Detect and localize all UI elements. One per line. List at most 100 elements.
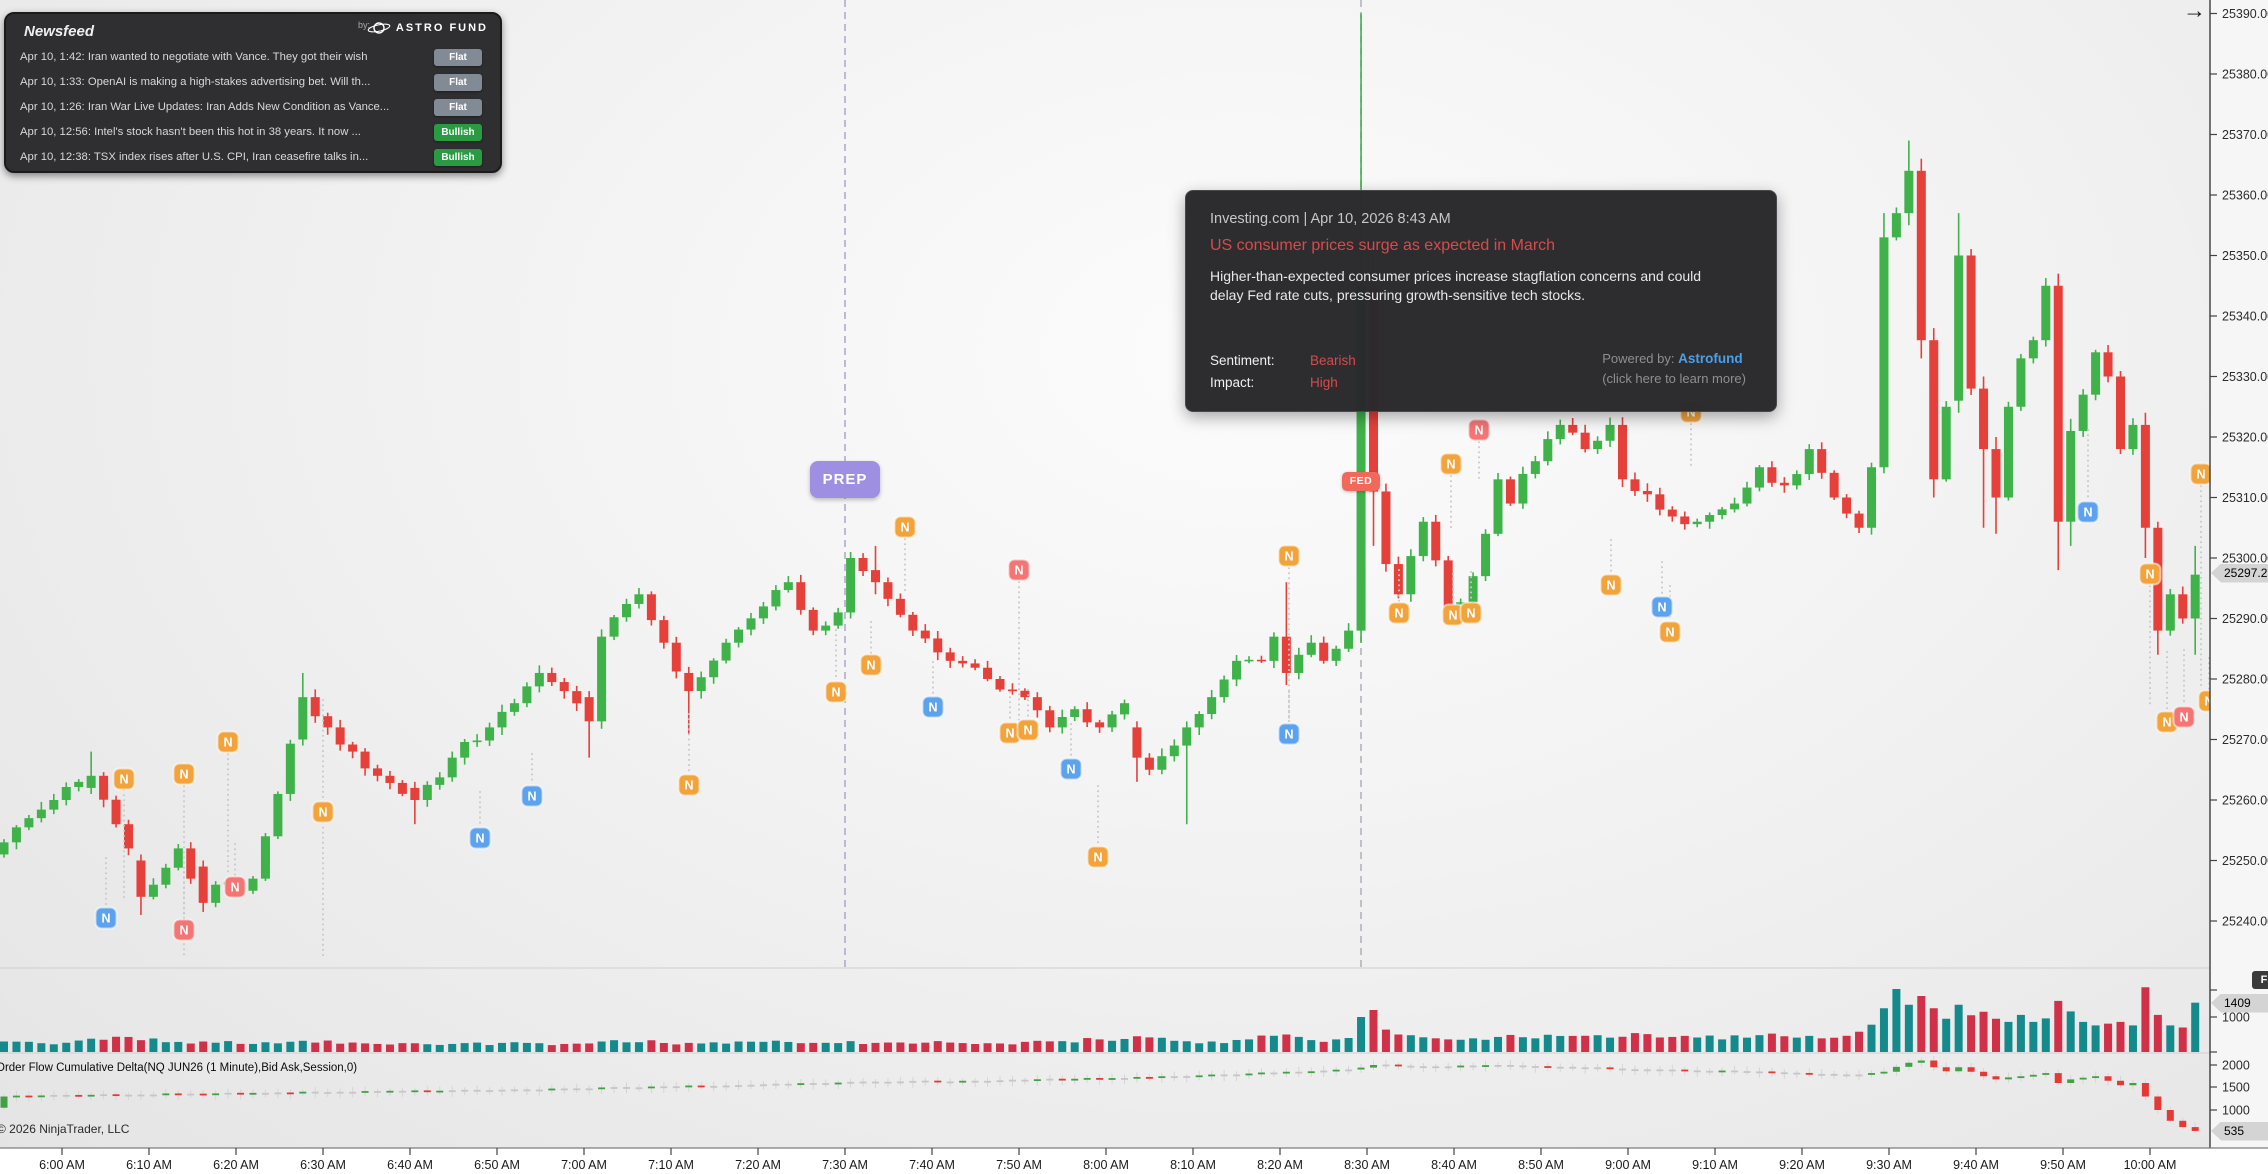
volume-bar — [846, 1041, 855, 1052]
delta-bar — [0, 1096, 8, 1108]
news-marker-badge[interactable]: N — [1277, 544, 1301, 568]
candlestick — [659, 620, 669, 643]
news-marker-badge[interactable]: N — [94, 906, 118, 930]
news-marker-badge[interactable]: N — [1387, 601, 1411, 625]
delta-bar — [909, 1080, 917, 1083]
news-marker-badge[interactable]: N — [1016, 718, 1040, 742]
volume-bar — [771, 1040, 780, 1052]
time-axis[interactable]: 6:00 AM 6:10 AM 6:20 AM 6:30 AM 6:40 AM 6:50 … — [0, 1147, 2268, 1174]
news-marker-badge[interactable]: N — [893, 515, 917, 539]
volume-bar — [2091, 1025, 2100, 1052]
news-marker-badge[interactable]: N — [2076, 500, 2100, 524]
svg-text:N: N — [119, 773, 128, 787]
newsfeed-item[interactable]: Apr 10, 1:26: Iran War Live Updates: Ira… — [6, 96, 500, 121]
time-tick-label: 8:40 AM — [1431, 1158, 1477, 1172]
news-marker-badge[interactable]: N — [1007, 558, 1031, 582]
delta-bar — [1594, 1067, 1602, 1070]
astrofund-brand-text: ASTRO FUND — [395, 22, 488, 34]
news-marker-badge[interactable]: N — [1650, 595, 1674, 619]
volume-bar — [809, 1042, 818, 1052]
news-popup[interactable]: Investing.com | Apr 10, 2026 8:43 AM US … — [1185, 190, 1777, 412]
news-marker-badge[interactable]: N — [677, 773, 701, 797]
delta-bar — [1718, 1070, 1726, 1073]
delta-bar — [1843, 1074, 1851, 1077]
newsfeed-item[interactable]: Apr 10, 1:33: OpenAI is making a high-st… — [6, 71, 500, 96]
candlestick — [1381, 491, 1391, 565]
price-tick-label: 25240.00 — [2222, 915, 2268, 929]
news-marker-badge[interactable]: N — [921, 695, 945, 719]
time-tick-label: 9:40 AM — [1953, 1158, 1999, 1172]
fed-event-badge[interactable]: FED — [1342, 472, 1380, 491]
price-tick-label: 25360.00 — [2222, 189, 2268, 203]
powered-by-block[interactable]: Powered by: Astrofund (click here to lea… — [1602, 349, 1746, 389]
time-tick-label: 7:30 AM — [822, 1158, 868, 1172]
astrofund-logo: ASTRO FUND — [366, 20, 488, 36]
powered-by-brand-link[interactable]: Astrofund — [1678, 351, 1743, 366]
news-marker-badge[interactable]: N — [112, 767, 136, 791]
svg-text:N: N — [318, 806, 327, 820]
news-marker-badge[interactable]: N — [468, 826, 492, 850]
volume-bar — [1730, 1035, 1739, 1052]
candlestick — [1705, 515, 1715, 522]
news-marker-badge[interactable]: N — [216, 730, 240, 754]
candlestick — [833, 612, 843, 626]
delta-bar — [1270, 1072, 1278, 1075]
news-marker-badge[interactable]: N — [2155, 710, 2179, 734]
newsfeed-item[interactable]: Apr 10, 12:38: TSX index rises after U.S… — [6, 146, 500, 171]
candlestick — [1144, 757, 1154, 770]
candlestick — [1007, 689, 1017, 692]
candlestick — [2116, 376, 2125, 450]
volume-bar — [348, 1042, 357, 1052]
news-marker-badge[interactable]: N — [2138, 562, 2162, 586]
news-marker-badge[interactable]: N — [2189, 462, 2213, 486]
news-marker-badge[interactable]: N — [172, 762, 196, 786]
volume-bar — [834, 1043, 843, 1052]
news-marker-badge[interactable]: N — [1459, 601, 1483, 625]
newsfeed-item[interactable]: Apr 10, 12:56: Intel's stock hasn't been… — [6, 121, 500, 146]
volume-bar — [1469, 1038, 1478, 1052]
candlestick — [385, 775, 395, 783]
volume-bar — [2004, 1021, 2013, 1052]
news-marker-badge[interactable]: N — [2172, 705, 2196, 729]
delta-bar — [1681, 1069, 1689, 1072]
delta-bar — [996, 1080, 1004, 1083]
newsfeed-title: Newsfeed — [24, 23, 95, 40]
volume-bar — [1668, 1036, 1677, 1052]
news-marker-badge[interactable]: N — [1439, 452, 1463, 476]
volume-bar — [199, 1041, 208, 1052]
volume-bar — [1755, 1035, 1764, 1052]
volume-bar — [659, 1042, 668, 1052]
news-marker-badge[interactable]: N — [1059, 757, 1083, 781]
prep-event-badge[interactable]: PREP — [810, 461, 880, 498]
news-marker-badge[interactable]: N — [1277, 722, 1301, 746]
news-marker-badge[interactable]: N — [859, 653, 883, 677]
volume-bar — [24, 1041, 33, 1052]
current-delta-tag: 535 — [2211, 1121, 2268, 1141]
candlestick — [721, 642, 731, 661]
arrow-right-icon[interactable]: → — [2183, 0, 2206, 23]
news-marker-badge[interactable]: N — [824, 680, 848, 704]
newsfeed-item[interactable]: Apr 10, 1:42: Iran wanted to negotiate w… — [6, 46, 500, 71]
news-marker-badge[interactable]: N — [311, 800, 335, 824]
news-marker-badge[interactable]: N — [1658, 620, 1682, 644]
news-marker-badge[interactable]: N — [172, 918, 196, 942]
news-marker-badge[interactable]: N — [223, 875, 247, 899]
candlestick — [746, 618, 756, 630]
learn-more-link[interactable]: (click here to learn more) — [1602, 371, 1746, 387]
volume-bar — [1494, 1036, 1502, 1052]
delta-bar — [1619, 1068, 1626, 1071]
svg-text:N: N — [1284, 728, 1293, 742]
news-marker-badge[interactable]: N — [1467, 418, 1491, 442]
delta-bar — [672, 1086, 680, 1089]
news-marker-badge[interactable]: N — [1086, 845, 1110, 869]
volume-bar — [224, 1041, 233, 1052]
candlestick — [1505, 479, 1515, 504]
fed-axis-tag[interactable]: F — [2252, 971, 2268, 989]
svg-text:N: N — [1066, 763, 1075, 777]
news-marker-badge[interactable]: N — [1599, 573, 1623, 597]
candlestick — [696, 677, 706, 692]
candlestick — [2078, 394, 2088, 431]
candlestick — [1979, 388, 1989, 450]
news-marker-badge[interactable]: N — [520, 784, 544, 808]
